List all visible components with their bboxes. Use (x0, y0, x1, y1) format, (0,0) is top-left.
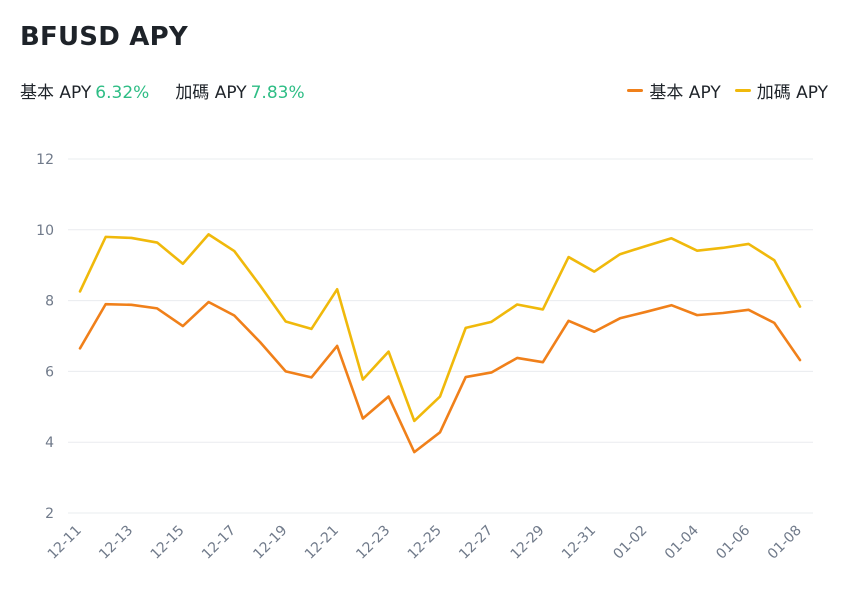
y-tick-label: 4 (45, 435, 54, 451)
apy-summary: 基本 APY 6.32% 加碼 APY 7.83% (20, 78, 305, 103)
x-tick-label: 12-19 (250, 523, 290, 563)
series-line-base-apy[interactable] (78, 300, 802, 454)
series-line-bonus-apy[interactable] (78, 233, 802, 423)
legend-swatch-base (627, 89, 644, 92)
legend: 基本 APY 加碼 APY (627, 78, 828, 103)
x-tick-label: 01-08 (765, 523, 805, 563)
base-apy-value: 6.32% (95, 83, 150, 103)
legend-item-bonus[interactable]: 加碼 APY (734, 78, 828, 103)
x-tick-label: 12-15 (148, 523, 188, 563)
base-apy-label: 基本 APY (20, 83, 92, 103)
y-tick-label: 6 (45, 364, 54, 380)
legend-item-base[interactable]: 基本 APY (627, 78, 721, 103)
x-tick-label: 01-04 (662, 522, 702, 562)
legend-label-bonus: 加碼 APY (756, 83, 828, 103)
legend-swatch-bonus (734, 89, 751, 92)
bonus-apy-label: 加碼 APY (175, 83, 247, 103)
x-tick-label: 12-25 (405, 523, 445, 563)
x-tick-label: 12-17 (199, 523, 239, 563)
y-tick-label: 12 (36, 152, 54, 168)
x-tick-label: 12-21 (302, 523, 342, 563)
x-tick-label: 01-06 (713, 522, 753, 562)
bonus-apy-value: 7.83% (250, 83, 305, 103)
chart-title: BFUSD APY (20, 22, 188, 52)
x-tick-label: 12-13 (96, 523, 136, 563)
x-tick-label: 12-27 (456, 523, 496, 563)
x-tick-label: 12-11 (45, 523, 85, 563)
x-tick-label: 12-31 (559, 523, 599, 563)
y-tick-label: 8 (45, 294, 54, 310)
x-tick-label: 12-29 (508, 523, 548, 563)
legend-label-base: 基本 APY (649, 83, 721, 103)
x-tick-label: 12-23 (353, 523, 393, 563)
y-tick-label: 2 (45, 506, 54, 522)
base-apy-stat: 基本 APY 6.32% (20, 78, 149, 103)
y-tick-label: 10 (36, 223, 54, 239)
x-tick-label: 01-02 (610, 523, 650, 563)
bonus-apy-stat: 加碼 APY 7.83% (175, 78, 304, 103)
